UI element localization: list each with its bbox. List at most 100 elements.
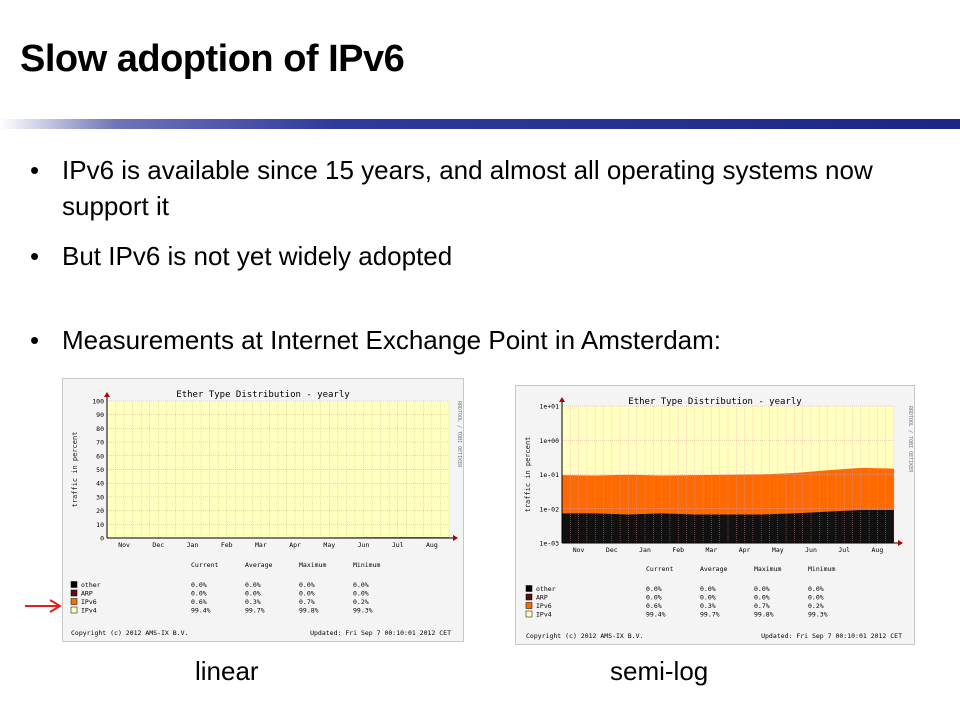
- legend-value: 99.7%: [245, 607, 265, 615]
- updated-text: Updated: Fri Sep 7 00:10:01 2012 CET: [761, 632, 902, 640]
- legend-value: 99.8%: [299, 607, 319, 615]
- legend-swatch: [70, 581, 78, 588]
- legend-value: 0.0%: [353, 590, 369, 598]
- side-credit-text: RRDTOOL / TOBI OETIKER: [456, 401, 462, 468]
- legend-value: 0.0%: [646, 594, 662, 602]
- legend-swatch: [70, 589, 78, 597]
- legend-value: 0.3%: [700, 602, 716, 610]
- x-tick-label: Aug: [872, 546, 884, 554]
- x-tick-label: May: [772, 546, 784, 554]
- x-tick-label: Jun: [358, 541, 370, 549]
- x-tick-label: Nov: [573, 546, 585, 554]
- legend-value: 0.0%: [245, 590, 261, 598]
- legend-swatch: [70, 606, 78, 614]
- y-tick-label: 1e-02: [539, 505, 559, 513]
- legend-value: 0.2%: [808, 602, 824, 610]
- copyright-text: Copyright (c) 2012 AMS-IX B.V.: [526, 632, 643, 640]
- y-tick-label: 80: [96, 425, 104, 433]
- y-tick-label: 70: [96, 439, 104, 447]
- legend-series-name: IPv6: [536, 602, 552, 610]
- legend-value: 0.0%: [754, 585, 770, 593]
- y-tick-label: 40: [96, 480, 104, 488]
- legend-header: Maximum: [299, 561, 326, 569]
- caption-linear: linear: [195, 656, 259, 686]
- x-axis-arrow-icon: [453, 535, 458, 541]
- x-tick-label: Dec: [152, 541, 164, 549]
- y-tick-label: 100: [92, 398, 104, 406]
- semilog-chart-panel: Ether Type Distribution - yearly traffic …: [515, 385, 915, 645]
- legend-header: Minimum: [353, 561, 380, 569]
- legend-header: Current: [191, 561, 218, 569]
- side-credit-text: RRDTOOL / TOBI OETIKER: [907, 406, 913, 473]
- legend-series-name: IPv4: [536, 611, 552, 619]
- y-axis-label: traffic in percent: [71, 432, 79, 508]
- legend-swatch: [70, 598, 78, 605]
- bullet-list: IPv6 is available since 15 years, and al…: [30, 152, 930, 358]
- x-tick-label: Feb: [221, 541, 233, 549]
- y-axis-arrow-icon: [104, 392, 110, 397]
- legend-value: 0.0%: [299, 581, 315, 589]
- bullet-item: IPv6 is available since 15 years, and al…: [30, 152, 930, 224]
- y-tick-label: 0: [100, 535, 104, 543]
- x-tick-label: Feb: [672, 546, 684, 554]
- legend-value: 99.7%: [700, 611, 720, 619]
- legend-series-name: ARP: [536, 594, 548, 602]
- x-tick-label: Dec: [606, 546, 618, 554]
- x-tick-label: Apr: [739, 546, 751, 554]
- legend-value: 99.4%: [191, 607, 211, 615]
- legend-swatch: [525, 593, 533, 601]
- y-tick-label: 90: [96, 411, 104, 419]
- legend-value: 0.0%: [191, 590, 207, 598]
- legend-series-name: IPv4: [81, 607, 97, 615]
- x-tick-label: Jun: [805, 546, 817, 554]
- x-tick-label: Nov: [118, 541, 130, 549]
- legend-header: Minimum: [808, 565, 835, 573]
- legend-value: 0.0%: [700, 594, 716, 602]
- legend-value: 0.7%: [754, 602, 770, 610]
- y-tick-label: 1e-03: [539, 540, 559, 548]
- bullet-item: But IPv6 is not yet widely adopted: [30, 238, 930, 274]
- right-arrow-icon: [25, 599, 62, 613]
- copyright-text: Copyright (c) 2012 AMS-IX B.V.: [71, 629, 188, 637]
- legend-series-name: IPv6: [81, 598, 97, 606]
- x-tick-label: Mar: [706, 546, 718, 554]
- y-tick-label: 1e+01: [539, 403, 559, 411]
- semilog-chart: Ether Type Distribution - yearly traffic …: [524, 397, 913, 640]
- x-tick-label: May: [323, 541, 335, 549]
- legend-value: 0.3%: [245, 598, 261, 606]
- legend-header: Average: [245, 561, 272, 569]
- legend-value: 99.4%: [646, 611, 666, 619]
- title-divider: [0, 119, 960, 129]
- legend-value: 0.2%: [353, 598, 369, 606]
- legend-series-name: other: [536, 585, 556, 593]
- legend-value: 0.0%: [245, 581, 261, 589]
- legend-header: Maximum: [754, 565, 781, 573]
- x-tick-label: Jan: [639, 546, 651, 554]
- legend-value: 0.0%: [646, 585, 662, 593]
- y-tick-label: 60: [96, 452, 104, 460]
- y-tick-label: 1e-01: [539, 471, 559, 479]
- linear-chart-panel: Ether Type Distribution - yearly traffic …: [62, 378, 464, 642]
- legend-value: 0.6%: [646, 602, 662, 610]
- legend-value: 0.0%: [700, 585, 716, 593]
- chart-title: Ether Type Distribution - yearly: [628, 397, 802, 407]
- legend-value: 0.0%: [191, 581, 207, 589]
- linear-chart: Ether Type Distribution - yearly traffic …: [70, 390, 462, 637]
- legend-value: 99.3%: [353, 607, 373, 615]
- x-tick-label: Jul: [838, 546, 850, 554]
- x-axis-arrow-icon: [898, 540, 903, 546]
- y-axis-arrow-icon: [559, 397, 565, 402]
- x-tick-label: Aug: [426, 541, 438, 549]
- legend-value: 0.0%: [353, 581, 369, 589]
- x-tick-label: Jul: [392, 541, 404, 549]
- legend-value: 0.0%: [299, 590, 315, 598]
- legend-value: 0.6%: [191, 598, 207, 606]
- caption-semilog: semi-log: [610, 656, 709, 686]
- updated-text: Updated: Fri Sep 7 00:10:01 2012 CET: [310, 629, 451, 637]
- x-tick-label: Jan: [187, 541, 199, 549]
- x-tick-label: Apr: [289, 541, 301, 549]
- y-tick-label: 10: [96, 521, 104, 529]
- legend-series-name: other: [81, 581, 101, 589]
- legend-value: 0.7%: [299, 598, 315, 606]
- y-tick-label: 30: [96, 493, 104, 501]
